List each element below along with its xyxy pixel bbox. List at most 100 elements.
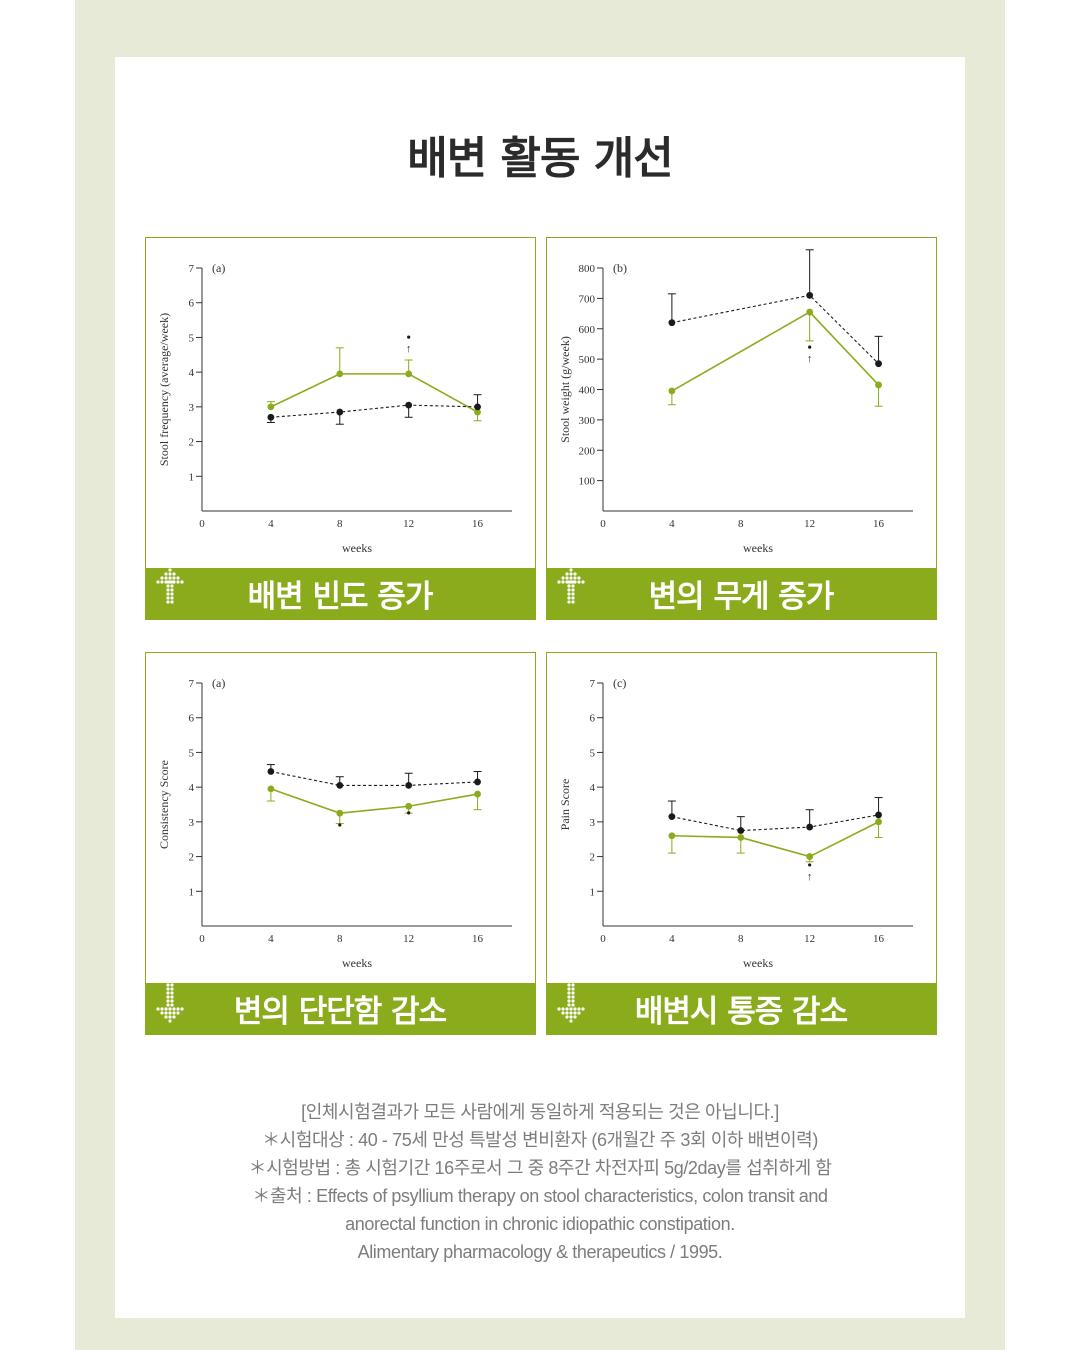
arrow-dot xyxy=(564,1006,569,1011)
arrow-dot xyxy=(566,591,571,596)
significance-dot xyxy=(808,863,812,867)
data-point-control xyxy=(474,778,481,786)
arrow-dot xyxy=(167,1014,172,1019)
arrow-dot xyxy=(566,994,571,999)
y-tick-label: 200 xyxy=(579,445,596,457)
arrow-dot xyxy=(169,583,174,588)
x-tick-label: 12 xyxy=(403,933,414,945)
y-axis-label: Consistency Score xyxy=(157,760,171,849)
study-notes: [인체시험결과가 모든 사람에게 동일하게 적용되는 것은 아닙니다.] ＊시험… xyxy=(0,1098,1080,1266)
y-tick-label: 3 xyxy=(189,817,195,829)
banner-label: 배변시 통증 감소 xyxy=(634,994,848,1030)
frame-right xyxy=(965,0,1005,1350)
data-point-treatment xyxy=(474,408,481,416)
y-tick-label: 6 xyxy=(590,713,596,725)
series-line-control xyxy=(671,294,879,365)
arrow-dot xyxy=(568,1014,573,1019)
data-point-control xyxy=(737,827,745,834)
x-tick-label: 0 xyxy=(600,518,606,530)
arrow-dot xyxy=(167,1010,172,1015)
significance-arrow: ↑ xyxy=(807,871,813,883)
arrow-dot xyxy=(570,1002,575,1007)
banner-label: 변의 단단함 감소 xyxy=(233,994,447,1030)
arrow-dot xyxy=(564,575,569,580)
arrow-dot xyxy=(169,599,174,604)
x-tick-label: 4 xyxy=(268,933,274,945)
arrow-dot xyxy=(163,1014,168,1019)
y-tick-label: 2 xyxy=(590,852,596,864)
arrow-dot xyxy=(568,1010,573,1015)
arrow-dot xyxy=(568,1006,573,1011)
x-tick-label: 16 xyxy=(472,933,484,945)
page-title: 배변 활동 개선 xyxy=(407,133,674,184)
significance-dot xyxy=(338,823,342,827)
data-point-treatment xyxy=(267,403,275,411)
arrow-dot xyxy=(165,998,170,1003)
arrow-dot xyxy=(568,575,573,580)
arrow-dot xyxy=(560,575,565,580)
arrow-dot xyxy=(169,591,174,596)
y-axis-label: Stool weight (g/week) xyxy=(558,336,572,443)
note-line: ＊시험방법 : 총 시험기간 16주로서 그 중 8주간 차전자피 5g/2da… xyxy=(248,1158,832,1178)
arrow-dot xyxy=(175,1006,180,1011)
arrow-dot xyxy=(167,1018,172,1023)
arrow-dot xyxy=(163,1006,168,1011)
arrow-dot xyxy=(171,579,176,584)
arrow-dot xyxy=(564,1014,569,1019)
arrow-dot xyxy=(580,579,585,584)
data-point-control xyxy=(806,823,814,831)
arrow-dot xyxy=(572,575,577,580)
arrow-dot xyxy=(572,579,577,584)
arrow-dot xyxy=(159,579,164,584)
arrow-dot xyxy=(568,571,573,576)
y-tick-label: 5 xyxy=(590,747,596,759)
x-tick-label: 0 xyxy=(199,518,205,530)
arrow-dot xyxy=(179,579,184,584)
arrow-dot xyxy=(169,994,174,999)
arrow-dot xyxy=(169,982,174,987)
arrow-dot xyxy=(169,1002,174,1007)
arrow-dot xyxy=(560,579,565,584)
arrow-dot xyxy=(568,1018,573,1023)
frame-top xyxy=(75,0,1005,57)
chart-panel-pain: 1 2 3 4 5 6 7 0 4 8 12 16 weeks Pain Score (c) ↑ 배변시 통증… xyxy=(545,652,937,1035)
y-tick-label: 4 xyxy=(189,367,195,379)
arrow-dot xyxy=(175,1010,180,1015)
arrow-dot xyxy=(556,579,561,584)
y-tick-label: 6 xyxy=(189,713,195,725)
arrow-dot xyxy=(572,1014,577,1019)
series-line-treatment xyxy=(270,788,478,814)
arrow-dot xyxy=(570,982,575,987)
arrow-dot xyxy=(576,575,581,580)
arrow-down-icon xyxy=(155,982,184,1023)
chart-stool-weight: 100 200 300 400 500 600 700 800 0 4 8 12 16 weeks Stoo… xyxy=(558,249,913,555)
arrow-dot xyxy=(171,1014,176,1019)
arrow-dot xyxy=(566,986,571,991)
arrow-dot xyxy=(576,579,581,584)
data-point-control xyxy=(267,413,275,421)
arrow-dot xyxy=(179,1006,184,1011)
arrow-dot xyxy=(566,1002,571,1007)
banner-consistency: 변의 단단함 감소 xyxy=(144,982,536,1035)
arrow-up-icon xyxy=(155,567,184,604)
arrow-dot xyxy=(570,583,575,588)
significance-arrow: ↑ xyxy=(406,343,412,355)
y-tick-label: 7 xyxy=(189,263,195,275)
data-point-control xyxy=(806,291,814,299)
arrow-dot xyxy=(165,982,170,987)
arrow-dot xyxy=(163,579,168,584)
y-tick-label: 100 xyxy=(579,476,596,488)
chart-panel-stool-frequency: 1 2 3 4 5 6 7 0 4 8 12 16 weeks Stool frequency (aver… xyxy=(144,237,536,620)
arrow-dot xyxy=(570,587,575,592)
arrow-dot xyxy=(167,579,172,584)
arrow-dot xyxy=(570,990,575,995)
arrow-dot xyxy=(165,583,170,588)
data-point-control xyxy=(336,408,344,416)
x-axis-label: weeks xyxy=(342,956,372,970)
data-point-treatment xyxy=(875,818,882,826)
arrow-dot xyxy=(556,1006,561,1011)
y-tick-label: 4 xyxy=(189,782,195,794)
note-line: ＊시험대상 : 40 - 75세 만성 특발성 변비환자 (6개월간 주 3회 … xyxy=(262,1130,818,1150)
data-point-treatment xyxy=(267,785,275,793)
